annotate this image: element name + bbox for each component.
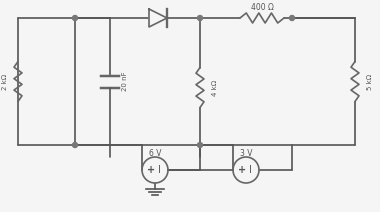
Text: I: I: [249, 165, 252, 175]
Circle shape: [73, 142, 78, 148]
Circle shape: [198, 15, 203, 21]
Circle shape: [198, 142, 203, 148]
Text: 2 kΩ: 2 kΩ: [2, 73, 8, 89]
Text: I: I: [158, 165, 160, 175]
Text: +: +: [238, 165, 246, 175]
Text: 3 V: 3 V: [240, 149, 252, 159]
Circle shape: [290, 15, 294, 21]
Text: +: +: [147, 165, 155, 175]
Text: 20 nF: 20 nF: [122, 72, 128, 91]
Text: 4 kΩ: 4 kΩ: [212, 80, 218, 96]
Circle shape: [73, 15, 78, 21]
Text: 5 kΩ: 5 kΩ: [367, 73, 373, 89]
Text: 6 V: 6 V: [149, 149, 161, 159]
Text: 400 Ω: 400 Ω: [250, 3, 274, 11]
